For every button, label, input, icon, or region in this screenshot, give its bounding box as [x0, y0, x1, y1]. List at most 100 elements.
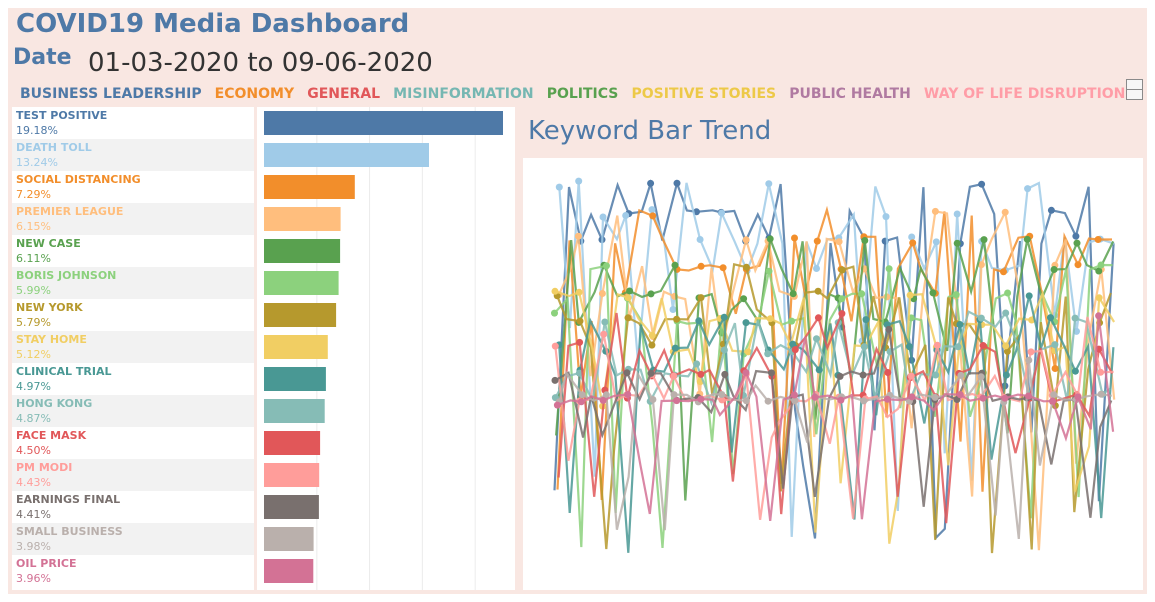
keyword-row-test-positive[interactable]: TEST POSITIVE 19.18% [12, 107, 254, 139]
trend-point [1051, 365, 1059, 372]
legend-item-business-leadership[interactable]: BUSINESS LEADERSHIP [20, 86, 202, 102]
trend-point [649, 396, 657, 403]
trend-point [814, 287, 822, 295]
bar-social-distancing[interactable] [264, 175, 355, 199]
trend-point [719, 264, 727, 272]
trend-line-oil-price [557, 315, 1115, 522]
legend-item-way-of-life-disruption[interactable]: WAY OF LIFE DISRUPTION [923, 86, 1126, 102]
keyword-row-small-business[interactable]: SMALL BUSINESS 3.98% [12, 523, 254, 555]
trend-point [1025, 392, 1032, 400]
trend-point [648, 341, 656, 349]
trend-line-new-york [556, 262, 1112, 554]
trend-point [953, 210, 961, 218]
trend-point [1074, 261, 1082, 269]
bar-test-positive[interactable] [264, 111, 503, 135]
trend-point [859, 371, 867, 379]
trend-point [1050, 266, 1058, 273]
trend-point [601, 318, 609, 326]
trend-point [671, 344, 679, 352]
keyword-row-premier-league[interactable]: PREMIER LEAGUE 6.15% [12, 203, 254, 235]
keyword-name: EARNINGS FINAL [16, 493, 121, 506]
trend-point [693, 360, 701, 368]
trend-point [768, 369, 775, 377]
trend-point [815, 366, 823, 374]
trend-point [673, 179, 681, 187]
legend-item-public-health[interactable]: PUBLIC HEALTH [789, 86, 911, 102]
trend-point [905, 343, 913, 351]
keyword-name: CLINICAL TRIAL [16, 365, 112, 378]
legend-item-economy[interactable]: ECONOMY [214, 86, 295, 102]
keyword-row-oil-price[interactable]: OIL PRICE 3.96% [12, 555, 254, 587]
trend-point [838, 266, 846, 274]
keyword-row-stay-home[interactable]: STAY HOME 5.12% [12, 331, 254, 363]
trend-point [813, 265, 820, 272]
trend-point [1095, 312, 1103, 320]
trend-point [648, 331, 656, 339]
keyword-percent: 4.87% [16, 412, 51, 425]
keyword-name: STAY HOME [16, 333, 87, 346]
trend-line-stay-home [554, 289, 1116, 544]
toggle-button[interactable] [1126, 79, 1143, 100]
trend-point [576, 317, 584, 325]
trend-point [811, 393, 819, 401]
trend-point [1003, 347, 1011, 355]
bar-pm-modi[interactable] [264, 463, 320, 487]
trend-point [742, 236, 750, 244]
toggle-divider-icon [1127, 89, 1142, 90]
legend-item-positive-stories[interactable]: POSITIVE STORIES [631, 86, 777, 102]
keyword-row-new-york[interactable]: NEW YORK 5.79% [12, 299, 254, 331]
bar-small-business[interactable] [264, 527, 314, 551]
trend-point [599, 213, 607, 221]
trend-point [669, 306, 677, 313]
bar-new-case[interactable] [264, 239, 341, 263]
trend-point [788, 317, 796, 325]
legend-item-misinformation[interactable]: MISINFORMATION [393, 86, 534, 102]
keyword-percent: 3.98% [16, 540, 51, 553]
trend-point [626, 287, 634, 295]
bar-face-mask[interactable] [264, 431, 321, 455]
keyword-row-new-case[interactable]: NEW CASE 6.11% [12, 235, 254, 267]
trend-point [599, 396, 607, 404]
bar-death-toll[interactable] [264, 143, 429, 167]
keyword-name: HONG KONG [16, 397, 93, 410]
keyword-row-pm-modi[interactable]: PM MODI 4.43% [12, 459, 254, 491]
keyword-percent: 6.15% [16, 220, 51, 233]
trend-point [1071, 314, 1079, 322]
trend-point [1050, 391, 1058, 399]
keyword-row-face-mask[interactable]: FACE MASK 4.50% [12, 427, 254, 459]
bar-clinical-trial[interactable] [264, 367, 326, 391]
bar-boris-johnson[interactable] [264, 271, 339, 295]
trend-point [885, 325, 893, 333]
legend-item-general[interactable]: GENERAL [307, 86, 381, 102]
trend-point [836, 372, 844, 380]
keyword-row-death-toll[interactable]: DEATH TOLL 13.24% [12, 139, 254, 171]
trend-point [858, 290, 866, 298]
keyword-row-hong-kong[interactable]: HONG KONG 4.87% [12, 395, 254, 427]
keyword-percent: 19.18% [16, 124, 58, 137]
trend-point [575, 177, 583, 185]
trend-point [765, 267, 773, 275]
bar-new-york[interactable] [264, 303, 337, 327]
bar-premier-league[interactable] [264, 207, 341, 231]
keyword-row-earnings-final[interactable]: EARNINGS FINAL 4.41% [12, 491, 254, 523]
keyword-row-boris-johnson[interactable]: BORIS JOHNSON 5.99% [12, 267, 254, 299]
trend-point [577, 398, 585, 406]
bar-stay-home[interactable] [264, 335, 328, 359]
trend-point [957, 371, 965, 379]
trend-point [624, 391, 632, 398]
trend-point [648, 206, 656, 214]
trend-point [624, 294, 632, 302]
keyword-row-clinical-trial[interactable]: CLINICAL TRIAL 4.97% [12, 363, 254, 395]
trend-point [721, 370, 729, 378]
trend-point [980, 236, 988, 244]
bar-earnings-final[interactable] [264, 495, 319, 519]
trend-point [908, 233, 916, 241]
trend-point [929, 289, 937, 297]
trend-point [1097, 368, 1105, 376]
bar-hong-kong[interactable] [264, 399, 325, 423]
bar-oil-price[interactable] [264, 559, 314, 583]
trend-point [766, 315, 774, 323]
trend-point [578, 391, 586, 399]
keyword-row-social-distancing[interactable]: SOCIAL DISTANCING 7.29% [12, 171, 254, 203]
legend-item-politics[interactable]: POLITICS [546, 86, 619, 102]
